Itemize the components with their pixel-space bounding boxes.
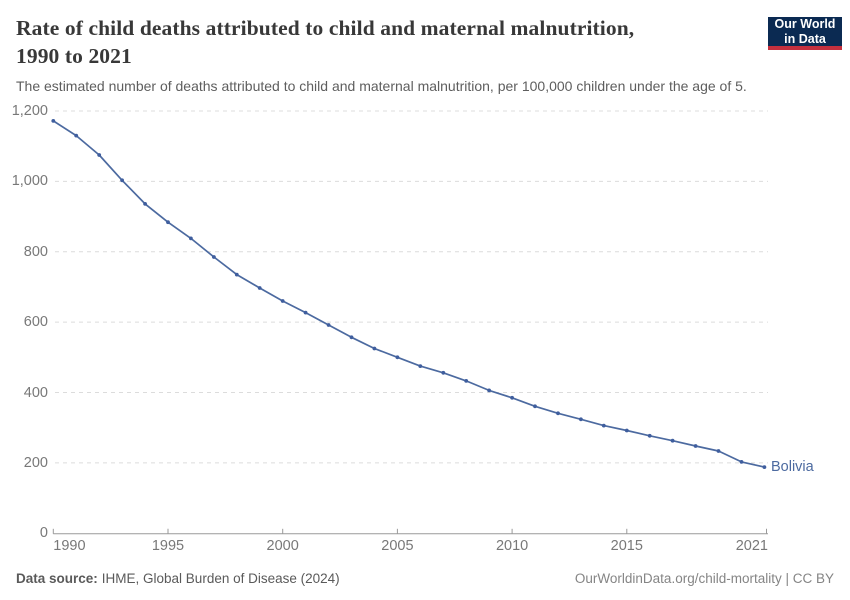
- data-point: [762, 465, 767, 469]
- x-axis-tick-label: 1990: [53, 538, 86, 554]
- data-point: [372, 346, 377, 351]
- chart-footer: Data source: IHME, Global Burden of Disea…: [0, 571, 850, 586]
- data-point: [464, 379, 469, 383]
- line-series-bolivia: [52, 120, 766, 468]
- x-axis-tick-label: 2021: [735, 538, 768, 554]
- data-point: [326, 323, 331, 327]
- owid-logo-line2: in Data: [784, 31, 826, 46]
- data-point: [533, 404, 537, 409]
- x-axis-tick-label: 2010: [495, 538, 529, 554]
- x-axis-tick-label: 1995: [151, 538, 185, 554]
- series-label-bolivia: Bolivia: [771, 459, 814, 475]
- data-point: [349, 335, 354, 340]
- data-point: [303, 310, 308, 315]
- data-point: [647, 433, 652, 438]
- y-axis-tick-label: 600: [23, 314, 48, 330]
- owid-citation-link[interactable]: OurWorldinData.org/child-mortality | CC …: [574, 571, 834, 586]
- chart-subtitle: The estimated number of deaths attribute…: [16, 78, 747, 94]
- data-point: [120, 178, 124, 183]
- y-axis-tick-label: 1,200: [11, 103, 48, 119]
- data-point: [51, 119, 56, 123]
- data-source-note: Data source: IHME, Global Burden of Disea…: [16, 571, 340, 586]
- x-axis-tick-label: 2015: [610, 538, 643, 554]
- y-axis-tick-label: 1,000: [11, 173, 48, 189]
- data-point: [693, 444, 698, 448]
- data-point: [212, 255, 216, 259]
- x-axis-tick-label: 2000: [266, 538, 299, 554]
- chart-title: Rate of child deaths attributed to child…: [16, 14, 761, 70]
- data-point: [487, 388, 491, 393]
- y-axis-tick-label: 200: [23, 455, 48, 471]
- data-point: [670, 438, 675, 443]
- data-point: [97, 153, 102, 157]
- data-point: [395, 355, 400, 360]
- data-source-text: IHME, Global Burden of Disease (2024): [101, 571, 340, 586]
- data-point: [716, 449, 721, 453]
- y-axis-tick-label: 800: [23, 244, 48, 260]
- data-point: [166, 220, 170, 225]
- data-point: [257, 286, 262, 290]
- data-point: [624, 428, 629, 433]
- data-point: [143, 202, 148, 206]
- chart-title-line2: 1990 to 2021: [16, 44, 132, 68]
- owid-logo-line1: Our World: [774, 17, 836, 31]
- x-axis-tick-label: 2005: [381, 538, 414, 554]
- data-point: [556, 411, 560, 416]
- data-point: [739, 460, 744, 464]
- data-point: [510, 395, 514, 400]
- data-point: [280, 299, 285, 303]
- data-point: [418, 364, 423, 368]
- data-point: [234, 272, 239, 277]
- data-point: [601, 423, 606, 428]
- data-point: [441, 370, 446, 375]
- data-point: [74, 133, 79, 138]
- data-point: [189, 236, 193, 241]
- y-axis-tick-label: 0: [39, 525, 48, 541]
- chart-title-line1: Rate of child deaths attributed to child…: [16, 16, 635, 40]
- data-source-label: Data source:: [16, 571, 98, 586]
- data-point: [579, 417, 583, 422]
- y-axis-tick-label: 400: [23, 385, 48, 401]
- owid-logo[interactable]: Our World in Data: [768, 17, 842, 50]
